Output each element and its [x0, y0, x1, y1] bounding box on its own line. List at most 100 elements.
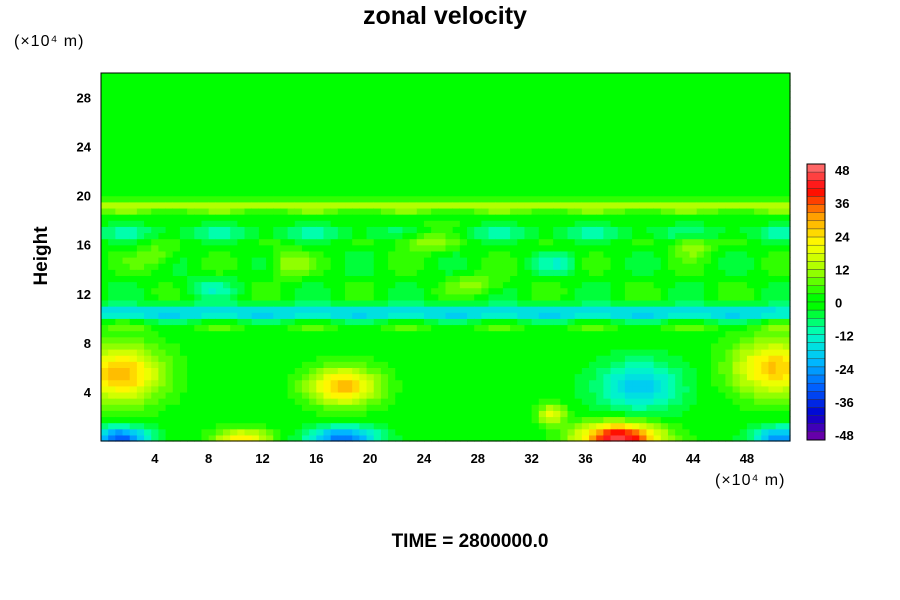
field-cell — [696, 434, 705, 442]
field-cell — [517, 128, 526, 135]
field-cell — [553, 281, 561, 289]
field-cell — [101, 97, 109, 105]
field-cell — [574, 391, 583, 399]
field-cell — [488, 342, 497, 350]
field-cell — [208, 238, 217, 246]
field-cell — [273, 140, 282, 148]
field-cell — [567, 103, 576, 111]
field-cell — [445, 103, 454, 111]
field-cell — [510, 416, 518, 424]
field-cell — [309, 103, 317, 111]
field-cell — [273, 367, 282, 375]
field-cell — [574, 355, 583, 362]
field-cell — [560, 398, 569, 405]
field-cell — [495, 422, 504, 430]
field-cell — [151, 177, 160, 184]
field-cell — [646, 324, 655, 332]
field-cell — [510, 287, 518, 295]
field-cell — [581, 244, 590, 252]
field-cell — [402, 122, 411, 129]
field-cell — [345, 263, 353, 270]
field-cell — [309, 422, 317, 430]
field-cell — [115, 85, 124, 92]
field-cell — [316, 385, 325, 393]
field-cell — [330, 263, 339, 270]
field-cell — [280, 336, 289, 344]
field-cell — [294, 134, 303, 142]
field-cell — [646, 275, 655, 283]
field-cell — [538, 275, 547, 283]
field-cell — [596, 152, 604, 160]
field-cell — [136, 73, 145, 80]
field-cell — [653, 391, 662, 399]
field-cell — [194, 79, 203, 86]
field-cell — [223, 428, 231, 436]
field-cell — [280, 226, 289, 234]
field-cell — [531, 250, 540, 258]
field-cell — [273, 299, 282, 307]
field-cell — [359, 312, 368, 319]
field-cell — [610, 238, 619, 246]
field-cell — [316, 422, 325, 430]
field-cell — [230, 165, 238, 172]
field-cell — [567, 214, 576, 221]
field-cell — [553, 195, 561, 203]
field-cell — [179, 146, 188, 154]
field-cell — [431, 165, 439, 172]
field-cell — [574, 422, 583, 430]
field-cell — [301, 416, 310, 424]
field-cell — [330, 312, 339, 319]
field-cell — [151, 115, 160, 123]
field-cell — [294, 416, 303, 424]
field-cell — [639, 410, 648, 418]
field-cell — [495, 171, 504, 178]
field-cell — [510, 398, 518, 405]
field-cell — [179, 355, 188, 362]
field-cell — [610, 293, 619, 301]
field-cell — [481, 128, 490, 135]
field-cell — [653, 189, 662, 197]
field-cell — [309, 391, 317, 399]
field-cell — [215, 379, 224, 387]
field-cell — [567, 428, 576, 436]
field-cell — [538, 330, 547, 338]
field-cell — [531, 177, 540, 184]
field-cell — [531, 146, 540, 154]
field-cell — [359, 91, 368, 99]
field-cell — [495, 275, 504, 283]
field-cell — [129, 195, 138, 203]
field-cell — [474, 299, 482, 307]
field-cell — [639, 152, 648, 160]
field-cell — [395, 269, 404, 276]
field-cell — [409, 269, 418, 276]
field-cell — [596, 128, 604, 135]
field-cell — [438, 177, 447, 184]
field-cell — [136, 189, 145, 197]
field-cell — [660, 134, 669, 142]
field-cell — [122, 342, 131, 350]
field-cell — [488, 165, 497, 172]
field-cell — [545, 312, 554, 319]
field-cell — [179, 428, 188, 436]
field-cell — [237, 275, 246, 283]
field-cell — [237, 410, 246, 418]
field-cell — [596, 385, 604, 393]
field-cell — [230, 128, 238, 135]
field-cell — [337, 422, 346, 430]
field-cell — [122, 201, 131, 209]
field-cell — [653, 434, 662, 442]
field-cell — [553, 134, 561, 142]
field-cell — [273, 238, 282, 246]
field-cell — [581, 220, 590, 227]
field-cell — [639, 115, 648, 123]
field-cell — [223, 367, 231, 375]
field-cell — [682, 391, 691, 399]
field-cell — [502, 422, 511, 430]
field-cell — [632, 146, 640, 154]
field-cell — [301, 404, 310, 411]
field-cell — [294, 257, 303, 264]
field-cell — [438, 165, 447, 172]
field-cell — [596, 146, 604, 154]
field-cell — [151, 195, 160, 203]
field-cell — [108, 207, 116, 215]
